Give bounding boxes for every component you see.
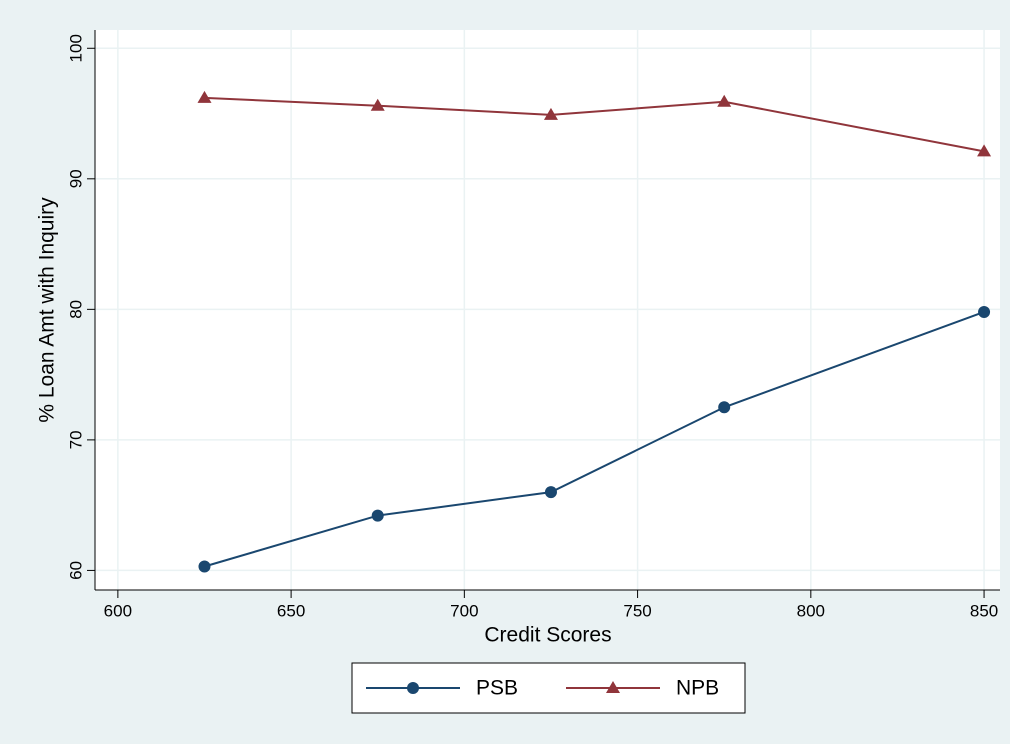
y-tick-label: 100	[66, 34, 85, 62]
y-tick-label: 60	[66, 561, 85, 580]
x-tick-label: 750	[623, 601, 651, 620]
y-axis-label: % Loan Amt with Inquiry	[36, 197, 59, 423]
marker	[407, 682, 419, 694]
marker	[717, 94, 732, 107]
marker	[544, 486, 557, 499]
y-tick-label: 70	[66, 430, 85, 449]
marker	[371, 509, 384, 522]
x-tick-label: 800	[797, 601, 825, 620]
marker	[978, 305, 991, 318]
marker	[197, 90, 212, 103]
marker	[543, 107, 558, 120]
y-tick-label: 80	[66, 300, 85, 319]
y-tick-label: 90	[66, 169, 85, 188]
x-tick-label: 850	[970, 601, 998, 620]
marker	[977, 144, 992, 157]
legend-label: NPB	[676, 677, 719, 700]
legend-label: PSB	[476, 677, 518, 700]
marker	[718, 401, 731, 414]
x-tick-label: 700	[450, 601, 478, 620]
marker	[198, 560, 211, 573]
x-axis-label: Credit Scores	[484, 624, 611, 647]
x-tick-label: 600	[104, 601, 132, 620]
marker	[370, 98, 385, 111]
x-tick-label: 650	[277, 601, 305, 620]
marker	[606, 681, 620, 693]
